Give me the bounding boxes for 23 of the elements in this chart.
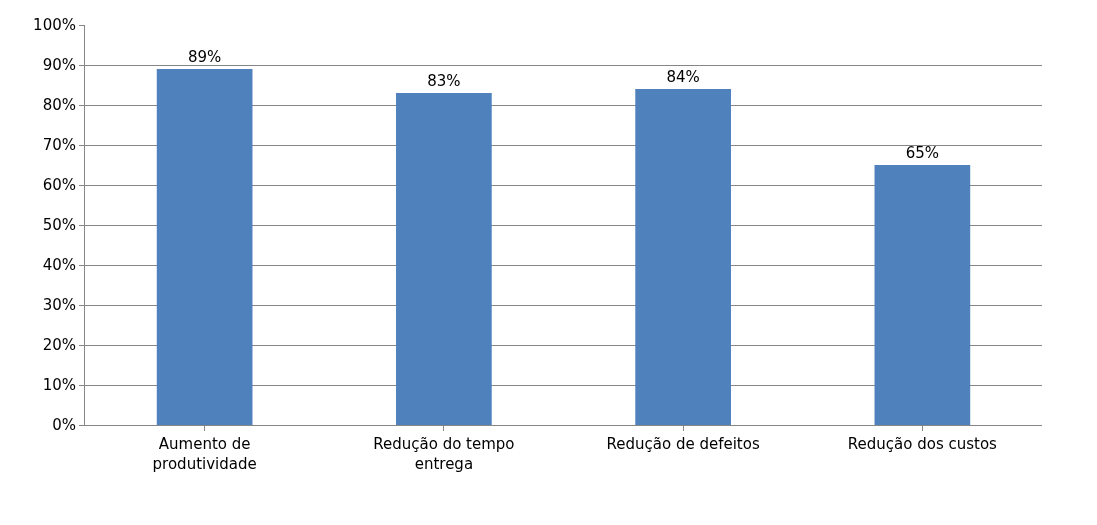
y-tick-label: 70%: [42, 136, 76, 155]
y-tick-label: 90%: [42, 56, 76, 75]
x-tick-label: Redução de defeitos: [606, 435, 760, 453]
data-label: 84%: [666, 68, 700, 86]
bar: [874, 165, 971, 425]
data-label: 65%: [905, 144, 940, 162]
y-tick-label: 30%: [42, 296, 76, 315]
x-tick-label: Redução do tempo entrega: [373, 435, 515, 473]
y-tick-label: 40%: [42, 256, 76, 275]
y-tick-label: 100%: [33, 16, 76, 35]
y-tick-label: 60%: [42, 176, 76, 195]
y-tick-label: 20%: [42, 336, 76, 355]
x-tick-label: Redução dos custos: [847, 435, 998, 453]
y-tick-label: 80%: [42, 96, 76, 115]
bar: [635, 89, 731, 425]
y-tick-label: 10%: [42, 376, 76, 395]
x-tick-label: Aumento de produtividade: [152, 435, 257, 473]
y-tick-label: 0%: [52, 416, 76, 435]
bar: [396, 93, 492, 425]
data-label: 83%: [427, 72, 461, 90]
data-label: 89%: [187, 48, 222, 66]
y-tick-label: 50%: [42, 216, 76, 235]
bar: [156, 69, 253, 425]
